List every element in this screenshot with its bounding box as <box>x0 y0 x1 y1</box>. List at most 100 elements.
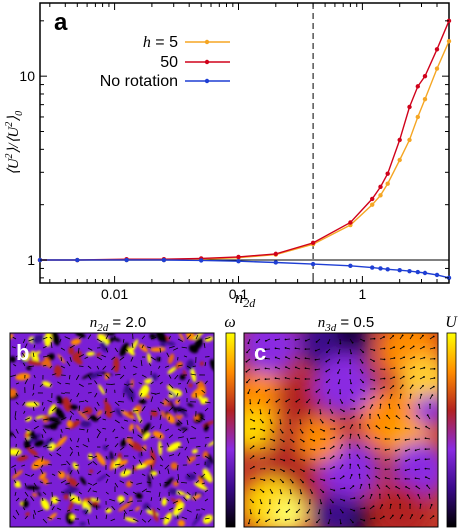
vorticity-patch <box>124 517 137 523</box>
velocity-arrow <box>15 428 19 434</box>
velocity-arrow <box>183 497 188 502</box>
velocity-arrow <box>141 374 147 378</box>
velocity-arrow-head <box>333 466 335 468</box>
velocity-arrow <box>119 480 125 484</box>
velocity-arrow-head <box>357 433 360 436</box>
velocity-arrow <box>186 365 192 369</box>
vorticity-patch <box>191 449 198 454</box>
vorticity-patch <box>128 436 134 445</box>
velocity-arrow <box>96 505 98 511</box>
vorticity-patch <box>193 482 208 491</box>
velocity-arrow <box>94 407 98 412</box>
vorticity-patch <box>10 431 14 437</box>
velocity-arrow-head <box>421 514 424 517</box>
velocity-arrow-head <box>339 392 342 395</box>
velocity-arrow <box>105 374 110 379</box>
vorticity-patch <box>191 387 205 399</box>
vorticity-patch <box>118 502 131 512</box>
velocity-arrow <box>14 491 17 496</box>
velocity-arrow <box>32 392 35 396</box>
velocity-arrow <box>181 516 188 520</box>
velocity-patch <box>298 418 342 462</box>
velocity-arrow <box>57 401 62 404</box>
velocity-arrow-head <box>304 357 307 360</box>
velocity-arrow-head <box>325 381 328 384</box>
velocity-arrow-head <box>415 414 418 417</box>
velocity-arrow-head <box>271 492 274 494</box>
vorticity-patch <box>39 472 47 480</box>
velocity-arrow-head <box>383 377 386 380</box>
velocity-arrow <box>120 410 125 412</box>
vorticity-patch <box>79 521 86 526</box>
velocity-arrow-head <box>384 477 387 479</box>
velocity-arrow-head <box>306 511 309 514</box>
velocity-arrow-head <box>295 400 298 403</box>
vorticity-patch <box>15 484 22 488</box>
velocity-arrow <box>57 517 62 520</box>
velocity-arrow-head <box>312 431 315 433</box>
velocity-arrow <box>33 425 39 430</box>
velocity-arrow-head <box>329 512 332 515</box>
velocity-arrow <box>30 446 35 450</box>
velocity-arrow <box>33 482 37 487</box>
data-point <box>397 137 402 143</box>
velocity-arrow <box>186 473 191 478</box>
vorticity-patch <box>169 390 178 399</box>
velocity-arrow-head <box>259 412 262 415</box>
vorticity-patch <box>135 492 143 499</box>
velocity-arrow <box>32 352 35 358</box>
velocity-arrow-head <box>284 376 287 379</box>
velocity-arrow-head <box>337 382 340 385</box>
vorticity-patch <box>143 459 154 466</box>
velocity-arrow-head <box>385 485 388 488</box>
velocity-arrow-head <box>392 385 395 387</box>
velocity-arrow <box>60 428 63 433</box>
vorticity-patch <box>138 343 148 353</box>
velocity-arrow <box>75 464 80 467</box>
velocity-arrow <box>148 363 152 367</box>
vorticity-patch <box>68 466 72 481</box>
vorticity-patch <box>69 404 79 410</box>
velocity-arrow-head <box>393 346 396 349</box>
velocity-arrow <box>11 346 17 349</box>
velocity-arrow-head <box>308 502 311 505</box>
velocity-arrow-head <box>313 469 316 472</box>
vorticity-patch <box>194 337 203 350</box>
velocity-arrow-head <box>374 447 377 450</box>
vorticity-patch <box>168 488 178 495</box>
vorticity-patch <box>193 414 200 421</box>
velocity-arrow <box>204 362 207 367</box>
velocity-arrow <box>150 446 154 453</box>
velocity-arrow <box>186 491 191 496</box>
velocity-arrow-head <box>360 483 363 486</box>
velocity-arrow <box>165 428 170 432</box>
vorticity-patch <box>152 431 165 439</box>
velocity-arrow-head <box>394 438 397 441</box>
data-point <box>236 259 241 264</box>
velocity-arrow-head <box>312 480 315 483</box>
velocity-arrow-head <box>285 511 288 513</box>
velocity-arrow <box>60 417 67 421</box>
velocity-arrow <box>33 514 35 520</box>
velocity-arrow-head <box>246 351 248 354</box>
velocity-arrow-head <box>343 487 346 490</box>
vorticity-patch <box>34 440 45 447</box>
velocity-arrow-head <box>264 367 267 370</box>
data-point <box>378 193 383 198</box>
velocity-arrow-head <box>394 469 397 472</box>
velocity-arrow-head <box>303 459 306 462</box>
velocity-arrow-head <box>377 413 380 416</box>
velocity-arrow <box>65 482 71 485</box>
data-point <box>385 267 390 272</box>
velocity-arrow-head <box>383 386 385 388</box>
velocity-arrow <box>204 455 210 460</box>
velocity-arrow <box>92 482 98 486</box>
velocity-arrow-head <box>331 411 334 414</box>
velocity-arrow-head <box>294 338 297 341</box>
vorticity-patch <box>96 409 103 417</box>
velocity-arrows <box>10 333 211 525</box>
velocity-arrow <box>23 362 26 367</box>
velocity-arrow <box>65 382 71 385</box>
velocity-arrow <box>105 473 110 478</box>
velocity-arrow <box>186 437 190 444</box>
